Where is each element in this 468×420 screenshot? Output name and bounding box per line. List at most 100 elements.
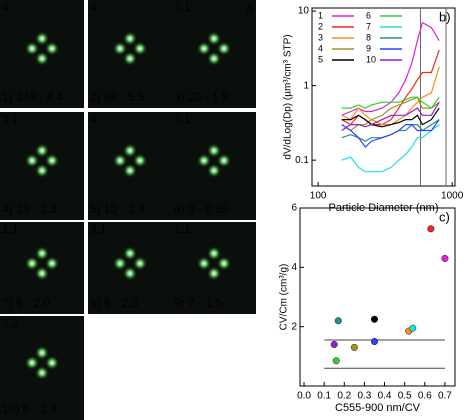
- legend-label: 1: [318, 10, 323, 20]
- scatter-point: [370, 338, 378, 346]
- diffraction-spot: [45, 153, 59, 168]
- diffraction-spot: [35, 51, 49, 66]
- y-axis-label: CV/Cm (cm³/g): [279, 264, 290, 331]
- diffraction-spot: [35, 246, 49, 261]
- diffraction-spot: [123, 246, 137, 261]
- diffraction-spot: [45, 355, 59, 370]
- tile-caption: 4) 13 - 1.3: [2, 202, 57, 216]
- plot-frame: [299, 207, 456, 387]
- diffraction-spot: [113, 256, 127, 271]
- panel-label: a: [246, 1, 254, 17]
- diffraction-spot: [123, 31, 137, 46]
- diffraction-spot: [123, 266, 137, 281]
- diffraction-spot: [123, 143, 137, 158]
- diffraction-spot: [35, 143, 49, 158]
- diffraction-spot: [113, 153, 127, 168]
- diffraction-spot: [113, 41, 127, 56]
- diffraction-spot: [35, 365, 49, 380]
- tile-number: 4: [2, 0, 9, 14]
- y-tick-label: 10: [298, 6, 310, 17]
- legend-label: 2: [318, 21, 323, 31]
- tile-number: 4: [90, 0, 97, 14]
- scatter-point: [409, 324, 417, 332]
- legend-label: 9: [366, 43, 371, 53]
- tile-caption: 3) 20 - 1.9: [174, 90, 229, 104]
- x-tick-label: 0.3: [357, 391, 371, 402]
- y-tick-label: 0.1: [295, 155, 309, 166]
- x-tick-label: 0.2: [337, 391, 351, 402]
- series-line: [341, 119, 440, 148]
- panel-label: b): [439, 9, 451, 24]
- scatter-point: [334, 317, 342, 325]
- tile-caption: 2) 68 - 5.5: [90, 90, 145, 104]
- diffraction-spot: [207, 51, 221, 66]
- series-line: [341, 96, 440, 109]
- tile-caption: 7) 9 - 2.0: [2, 296, 50, 310]
- diffraction-spot: [197, 41, 211, 56]
- y-tick-label: 6: [291, 203, 297, 214]
- diffraction-spot: [45, 256, 59, 271]
- diffraction-spot: [217, 153, 231, 168]
- diffraction-spot: [25, 355, 39, 370]
- diffraction-spot: [207, 246, 221, 261]
- legend-label: 7: [366, 21, 371, 31]
- tile-number: 1.1: [174, 222, 191, 236]
- diffraction-spot: [35, 163, 49, 178]
- x-tick-label: 0.7: [438, 391, 452, 402]
- tile-caption: 8) 9 - 2.3: [90, 296, 138, 310]
- diffraction-spot: [207, 143, 221, 158]
- series-line: [341, 101, 440, 132]
- tile-caption: 10) 6 - 1.4: [2, 402, 57, 416]
- y-tick-label: 4: [291, 262, 297, 273]
- scatter-point: [350, 343, 358, 351]
- legend-label: 5: [318, 54, 323, 64]
- diffraction-spot: [133, 256, 147, 271]
- series-line: [341, 124, 440, 173]
- diffraction-spot: [35, 266, 49, 281]
- legend-label: 4: [318, 43, 323, 53]
- series-line: [341, 107, 440, 128]
- tile-number: 3.2: [2, 316, 19, 330]
- diffraction-spot: [45, 41, 59, 56]
- tile-number: 4: [90, 112, 97, 126]
- diffraction-spot: [207, 266, 221, 281]
- x-tick-label: 0.5: [398, 391, 412, 402]
- plot-frame: [311, 7, 456, 187]
- x-tick-label: 0.1: [317, 391, 331, 402]
- diffraction-spot: [217, 41, 231, 56]
- diffraction-spot: [207, 31, 221, 46]
- diffraction-spot: [25, 153, 39, 168]
- diffraction-spot: [133, 41, 147, 56]
- x-tick-label: 1000: [441, 191, 464, 202]
- tile-number: 3.1: [174, 0, 191, 14]
- diffraction-spot: [197, 256, 211, 271]
- series-line: [341, 49, 440, 126]
- series-line: [341, 66, 440, 126]
- legend-label: 6: [366, 10, 371, 20]
- x-tick-label: 0.6: [418, 391, 432, 402]
- diffraction-spot: [35, 345, 49, 360]
- diffraction-spot: [25, 41, 39, 56]
- diffraction-spot: [197, 153, 211, 168]
- scatter-point: [427, 225, 435, 233]
- x-tick-label: 0.4: [378, 391, 392, 402]
- tile-number: 3.1: [90, 222, 107, 236]
- x-tick-label: 0.0: [297, 391, 311, 402]
- y-tick-label: 2: [291, 321, 297, 332]
- tile-number: 1.1: [2, 222, 19, 236]
- x-tick-label: 100: [310, 191, 327, 202]
- legend-label: 3: [318, 32, 323, 42]
- tile-caption: 5) 10 - 2.4: [90, 202, 145, 216]
- diffraction-spot: [35, 31, 49, 46]
- series-line: [341, 21, 440, 116]
- diffraction-spot: [217, 256, 231, 271]
- scatter-point: [441, 254, 449, 262]
- tile-caption: 6) 9 - 0.85: [174, 202, 229, 216]
- y-axis-label: dV/dLog(Dp) (µm³/cm³ STP): [283, 34, 294, 159]
- tile-caption: 9) 7 - 1.5: [174, 296, 222, 310]
- diffraction-spot: [123, 163, 137, 178]
- scatter-point: [330, 340, 338, 348]
- tile-number: 3.1: [2, 112, 19, 126]
- tile-caption: 1) 149 - 4.4: [2, 90, 64, 104]
